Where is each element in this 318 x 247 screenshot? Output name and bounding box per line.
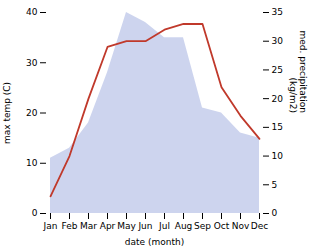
svg-text:Jul: Jul [158, 221, 170, 231]
svg-text:40: 40 [26, 7, 38, 17]
svg-text:25: 25 [272, 65, 283, 75]
svg-text:Apr: Apr [100, 221, 116, 231]
svg-text:med. precipitation(kg/m2): med. precipitation(kg/m2) [288, 31, 308, 113]
svg-text:Sep: Sep [194, 221, 211, 231]
svg-text:Jan: Jan [43, 221, 58, 231]
svg-text:Mar: Mar [80, 221, 97, 231]
svg-text:35: 35 [272, 7, 283, 17]
svg-text:date (month): date (month) [125, 237, 184, 247]
svg-text:Dec: Dec [251, 221, 268, 231]
svg-text:30: 30 [26, 58, 38, 68]
svg-text:20: 20 [272, 94, 284, 104]
svg-text:Oct: Oct [214, 221, 230, 231]
svg-text:max temp (C): max temp (C) [2, 82, 12, 144]
svg-text:May: May [117, 221, 136, 231]
svg-text:Jun: Jun [137, 221, 152, 231]
svg-text:Feb: Feb [62, 221, 78, 231]
svg-text:0: 0 [32, 208, 38, 218]
svg-text:15: 15 [272, 122, 283, 132]
svg-text:10: 10 [26, 158, 38, 168]
svg-text:20: 20 [26, 108, 38, 118]
svg-text:0: 0 [272, 208, 278, 218]
svg-text:10: 10 [272, 151, 284, 161]
svg-text:Nov: Nov [232, 221, 250, 231]
svg-text:30: 30 [272, 36, 284, 46]
svg-text:5: 5 [272, 180, 278, 190]
svg-text:Aug: Aug [175, 221, 193, 231]
